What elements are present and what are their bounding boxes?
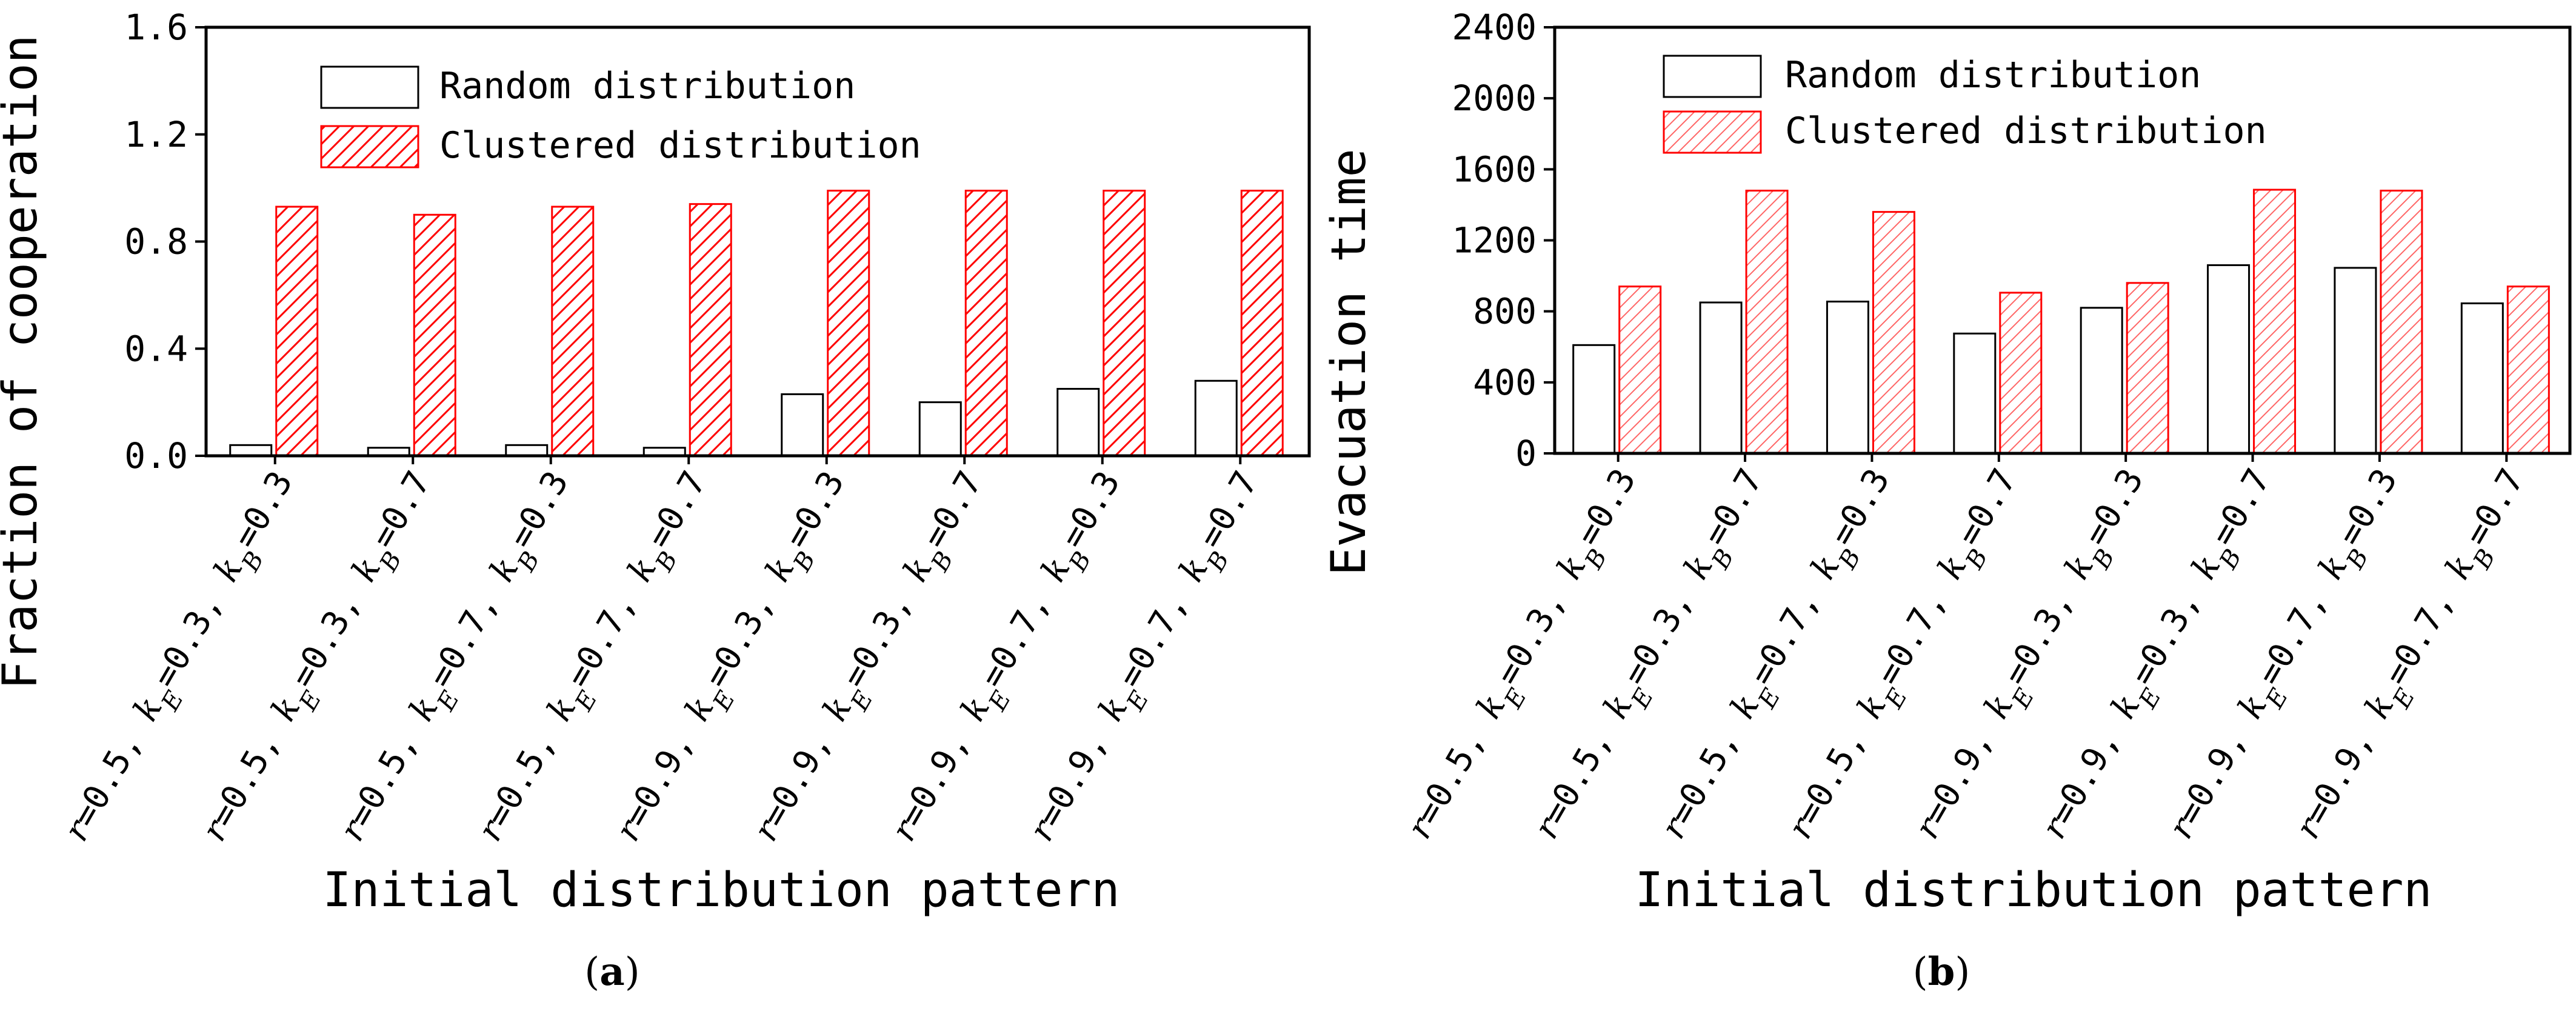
x-category-label: r=0.9, kE=0.3, kB=0.7 — [2034, 462, 2288, 852]
bar-random — [229, 444, 273, 457]
bar-clustered — [689, 203, 732, 457]
y-tick-label: 1.6 — [124, 7, 188, 48]
bar-clustered — [1745, 189, 1789, 455]
y-tick-label: 1.2 — [124, 114, 188, 155]
bar-clustered — [1240, 190, 1284, 457]
bar-random — [505, 444, 549, 457]
bar-clustered — [2380, 189, 2423, 455]
panel-label: (b) — [1913, 949, 1970, 995]
bar-clustered — [275, 205, 319, 457]
bar-clustered — [551, 205, 595, 457]
bar-clustered — [2253, 189, 2297, 455]
y-tick-label: 1200 — [1452, 220, 1537, 261]
legend-swatch-clustered — [320, 125, 419, 168]
bar-random — [1572, 344, 1616, 455]
x-category-label: r=0.5, kE=0.3, kB=0.3 — [56, 465, 310, 854]
x-axis-title: Initial distribution pattern — [323, 863, 1120, 918]
y-tick-label: 0.4 — [124, 328, 188, 369]
bar-random — [1826, 301, 1869, 455]
bar-random — [1194, 379, 1238, 457]
panel-label: (a) — [584, 949, 639, 995]
x-axis-title: Initial distribution pattern — [1635, 863, 2432, 918]
x-category-label: r=0.5, kE=0.7, kB=0.3 — [1653, 462, 1907, 852]
bar-clustered — [413, 213, 456, 457]
x-category-label: r=0.9, kE=0.3, kB=0.3 — [1907, 462, 2161, 852]
legend-label-clustered: Clustered distribution — [1785, 110, 2267, 152]
plot-frame — [204, 25, 1311, 458]
x-category-label: r=0.9, kE=0.7, kB=0.3 — [2161, 462, 2415, 852]
y-tick-label: 2000 — [1452, 78, 1537, 119]
bar-random — [2207, 264, 2251, 455]
legend-swatch-clustered — [1663, 110, 1762, 154]
bar-random — [2080, 307, 2123, 455]
bar-clustered — [827, 190, 870, 457]
chart-panel-b: 0 400 800 1200 1600 2000 2400 r=0.5, kE=0.3, kB… — [1322, 7, 2572, 995]
y-tick-label: 0.8 — [124, 221, 188, 262]
bar-random — [781, 393, 824, 457]
bar-clustered — [964, 190, 1008, 457]
y-axis-title: Fraction of cooperation — [0, 35, 48, 689]
x-category-label: r=0.5, kE=0.3, kB=0.7 — [1527, 462, 1781, 852]
y-tick-label: 0 — [1515, 433, 1537, 474]
y-tick-label: 2400 — [1452, 7, 1537, 48]
y-tick-label: 400 — [1473, 362, 1537, 403]
bar-random — [1699, 301, 1743, 455]
y-tick-label: 800 — [1473, 291, 1537, 332]
x-category-label: r=0.5, kE=0.3, kB=0.3 — [1400, 462, 1653, 852]
bar-random — [918, 401, 962, 457]
plot-frame — [1553, 25, 2572, 455]
bar-random — [2334, 267, 2377, 455]
bar-clustered — [2126, 282, 2169, 455]
legend-label-random: Random distribution — [439, 65, 855, 107]
legend-label-clustered: Clustered distribution — [439, 124, 921, 167]
bar-random — [1953, 332, 1997, 455]
chart-panel-a: 0.00.40.81.21.6r=0.5, kE=0.3, kB=0.3r=0.… — [0, 7, 1311, 995]
legend-label-random: Random distribution — [1785, 54, 2201, 96]
bar-clustered — [2506, 285, 2550, 455]
bar-clustered — [1872, 211, 1915, 455]
legend-swatch-random — [320, 65, 419, 109]
x-category-label: r=0.5, kE=0.7, kB=0.7 — [1780, 462, 2034, 852]
bar-clustered — [1618, 285, 1662, 455]
y-tick-label: 0.0 — [124, 435, 188, 476]
x-category-label: r=0.9, kE=0.7, kB=0.7 — [2288, 462, 2542, 852]
legend-swatch-random — [1663, 55, 1762, 98]
bar-clustered — [1999, 292, 2043, 455]
bar-random — [1056, 388, 1100, 457]
y-tick-label: 1600 — [1452, 148, 1537, 190]
y-axis-title: Evacuation time — [1322, 148, 1376, 575]
bar-random — [2460, 302, 2504, 455]
bar-clustered — [1103, 190, 1146, 457]
